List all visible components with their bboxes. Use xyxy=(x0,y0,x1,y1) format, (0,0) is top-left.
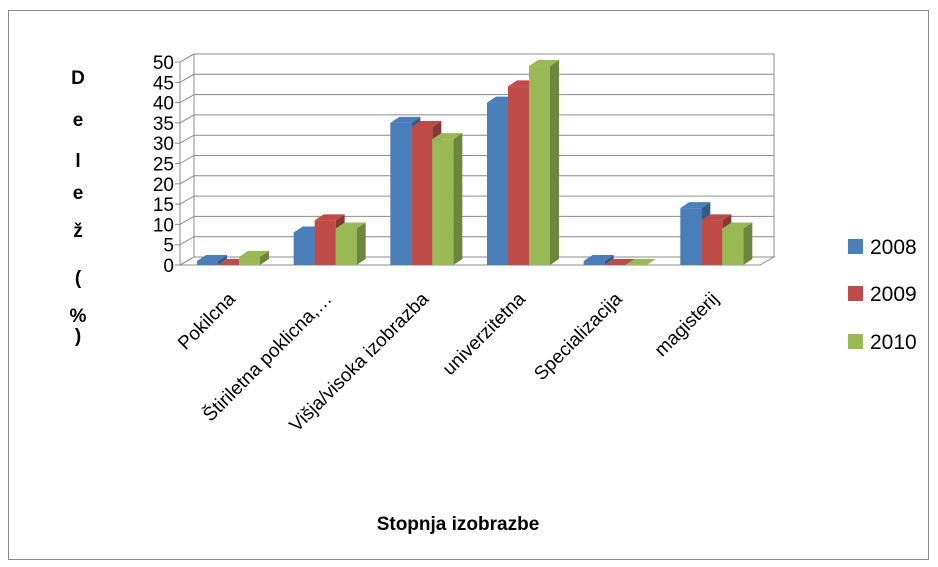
y-tick-label: 10 xyxy=(153,215,174,236)
y-tick-label: 5 xyxy=(163,236,174,257)
bar-front xyxy=(701,220,723,265)
legend-item-2010: 2010 xyxy=(848,331,917,354)
y-tick-label: 15 xyxy=(153,195,174,216)
bar-2008-1 xyxy=(197,254,227,265)
bar-side xyxy=(453,133,463,265)
bar-top xyxy=(604,259,635,265)
bar-front xyxy=(583,260,605,265)
legend-item-2009: 2009 xyxy=(848,283,917,306)
bar-top xyxy=(529,60,559,67)
bar-side xyxy=(356,222,366,265)
bar-side xyxy=(604,254,614,265)
bar-2010-6 xyxy=(722,222,753,265)
bar-top xyxy=(335,222,366,229)
category-label: Pokilcna xyxy=(174,288,240,354)
bar-2010-3 xyxy=(432,133,463,265)
bar-top xyxy=(390,116,421,123)
bar-2010-5 xyxy=(625,259,656,266)
bar-front xyxy=(722,228,744,265)
bar-side xyxy=(550,60,559,266)
gridline xyxy=(179,155,774,164)
legend-swatch xyxy=(848,334,863,349)
bar-top xyxy=(314,214,345,221)
y-label-char: % xyxy=(70,306,87,327)
legend-swatch xyxy=(848,286,863,301)
bar-front xyxy=(314,220,336,265)
y-tick-label: 0 xyxy=(163,256,174,277)
bar-top xyxy=(680,202,711,209)
bar-front xyxy=(239,256,260,265)
bar-front xyxy=(335,228,357,265)
bar-front xyxy=(197,260,218,265)
bar-top xyxy=(239,250,269,257)
legend-label: 2009 xyxy=(870,283,917,306)
y-label-char: ž xyxy=(73,221,83,242)
gridline xyxy=(179,236,774,246)
bar-top xyxy=(722,222,753,229)
gridline xyxy=(179,195,774,205)
category-label: Specializacija xyxy=(530,288,627,385)
bar-2008-5 xyxy=(583,254,614,265)
bar-front xyxy=(432,139,454,265)
gridline xyxy=(179,94,774,104)
bar-top xyxy=(701,214,732,221)
bar-top xyxy=(197,254,227,261)
bar-2010-1 xyxy=(239,250,269,265)
y-tick-label: 20 xyxy=(153,175,174,196)
category-label: magisterij xyxy=(651,289,723,361)
legend-swatch xyxy=(848,239,863,254)
y-label-char: e xyxy=(73,110,84,131)
y-tick-label: 30 xyxy=(153,134,174,155)
y-label-char: ( xyxy=(75,268,82,289)
bar-side xyxy=(260,250,269,265)
bar-2010-2 xyxy=(335,222,366,265)
bar-front xyxy=(680,208,702,265)
category-label: univerzitetna xyxy=(439,288,530,379)
y-tick-label: 35 xyxy=(153,114,174,135)
legend: 2008 2009 2010 xyxy=(848,236,917,354)
bar-top xyxy=(583,254,614,261)
gridline xyxy=(179,114,774,124)
bar-2010-4 xyxy=(529,60,559,266)
gridline xyxy=(179,256,774,266)
y-tick-label: 45 xyxy=(153,73,174,94)
gridline xyxy=(179,175,774,185)
x-axis-label: Stopnja izobrazbe xyxy=(377,514,540,535)
bars xyxy=(197,60,753,266)
y-label-char: l xyxy=(75,151,80,172)
legend-label: 2010 xyxy=(870,331,917,354)
bar-top xyxy=(411,120,442,127)
gridline xyxy=(179,73,774,83)
gridline xyxy=(179,134,774,144)
bar-front xyxy=(411,126,433,266)
y-tick-label: 40 xyxy=(153,94,174,115)
bar-top xyxy=(625,259,656,265)
y-tick-label: 25 xyxy=(153,155,174,176)
bar-front xyxy=(508,86,529,265)
bar-2009-5 xyxy=(604,259,635,266)
gridline xyxy=(179,215,774,225)
y-label-char: e xyxy=(73,183,84,204)
bar-side xyxy=(218,254,227,265)
y-tick-label: 50 xyxy=(153,53,174,74)
legend-label: 2008 xyxy=(870,236,917,259)
bar-front xyxy=(487,102,508,265)
bar-front xyxy=(390,122,412,266)
gridlines xyxy=(175,53,774,266)
legend-item-2008: 2008 xyxy=(848,236,917,259)
gridline xyxy=(179,53,774,63)
bar-front xyxy=(293,232,315,265)
bar-side xyxy=(743,222,753,265)
y-label-char: D xyxy=(71,68,85,89)
bar-front xyxy=(529,66,550,265)
bar-top xyxy=(432,133,463,140)
y-label-char: ) xyxy=(75,326,81,347)
